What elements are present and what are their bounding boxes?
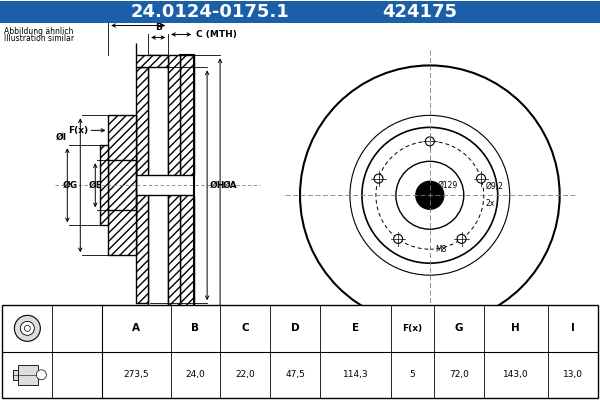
Circle shape [14,315,40,341]
Bar [19,365,38,385]
Text: Ø9,2: Ø9,2 [486,182,503,191]
Text: 2x: 2x [486,199,495,208]
Circle shape [362,127,498,263]
Text: D: D [291,323,299,333]
Text: C: C [242,323,249,333]
Text: 24.0124-0175.1: 24.0124-0175.1 [131,2,289,20]
Text: ØG: ØG [63,181,78,190]
Bar [168,195,180,315]
Text: 22,0: 22,0 [235,370,255,379]
Text: 47,5: 47,5 [285,370,305,379]
Text: 143,0: 143,0 [503,370,529,379]
Circle shape [20,321,34,335]
Circle shape [416,181,444,209]
Text: 5: 5 [410,370,415,379]
Text: 24,0: 24,0 [185,370,205,379]
Circle shape [37,370,46,380]
Circle shape [396,161,464,229]
Text: F(x): F(x) [68,126,88,135]
Text: F(x): F(x) [403,324,422,333]
Bar [148,195,168,315]
Bar [108,210,136,255]
Text: ØH: ØH [210,181,226,190]
Bar [2,305,598,398]
Text: 13,0: 13,0 [563,370,583,379]
Text: ØA: ØA [223,181,238,190]
Bar [108,115,136,160]
Circle shape [476,174,485,183]
Bar [295,26,599,305]
Text: Illustration similar: Illustration similar [4,34,74,44]
Text: D: D [134,12,142,20]
Text: ØI: ØI [56,132,67,141]
Circle shape [25,325,31,331]
Bar [136,56,168,68]
Circle shape [350,115,510,275]
Bar [100,145,108,225]
Text: 72,0: 72,0 [449,370,469,379]
Circle shape [394,234,403,243]
Text: B: B [191,323,199,333]
Bar [1,26,295,305]
Text: Abbildung ähnlich: Abbildung ähnlich [4,28,74,36]
Text: B: B [155,24,161,32]
Bar [1,0,599,22]
Bar [136,195,148,303]
Text: I: I [571,323,575,333]
Text: A: A [133,323,140,333]
Circle shape [374,174,383,183]
Bar [148,56,168,175]
Circle shape [457,234,466,243]
Circle shape [300,66,560,325]
Circle shape [425,137,434,146]
Text: G: G [455,323,463,333]
Text: 273,5: 273,5 [124,370,149,379]
Bar [180,56,194,175]
Text: 424175: 424175 [382,2,457,20]
Bar [168,56,180,175]
Bar [108,155,136,215]
Text: 114,3: 114,3 [343,370,368,379]
Bar [180,195,194,315]
Text: E: E [352,323,359,333]
Text: ØE: ØE [88,181,102,190]
Text: C (MTH): C (MTH) [196,30,237,39]
Text: Ø129: Ø129 [438,181,458,190]
Bar [136,68,148,175]
Bar [13,370,19,380]
Text: M8: M8 [435,245,446,254]
Text: H: H [511,323,520,333]
